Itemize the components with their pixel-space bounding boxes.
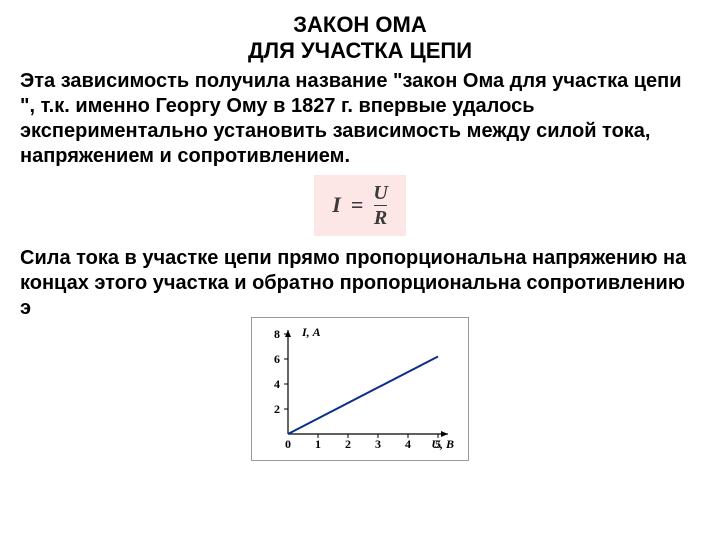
formula-container: I = U R — [20, 175, 700, 236]
formula-fraction: U R — [373, 183, 387, 228]
xtick-0: 0 — [285, 437, 291, 451]
ytick-2: 2 — [274, 402, 280, 416]
definition-text: Сила тока в участке цепи прямо пропорцио… — [20, 247, 686, 319]
title-line-2: ДЛЯ УЧАСТКА ЦЕПИ — [20, 38, 700, 64]
formula-lhs: I — [332, 192, 341, 218]
xtick-3: 3 — [375, 437, 381, 451]
formula-eq: = — [351, 192, 364, 218]
formula-denominator: R — [374, 205, 387, 228]
y-ticks — [284, 334, 288, 409]
iv-chart: 0 1 2 3 4 5 2 4 6 8 I, А U, В — [258, 324, 458, 454]
y-axis-label-svg: I, А — [301, 325, 321, 339]
ytick-6: 6 — [274, 352, 280, 366]
xtick-4: 4 — [405, 437, 411, 451]
definition-paragraph: Сила тока в участке цепи прямо пропорцио… — [20, 246, 700, 321]
chart-frame: 0 1 2 3 4 5 2 4 6 8 I, А U, В — [251, 317, 469, 461]
ytick-4: 4 — [274, 377, 280, 391]
x-tick-labels: 0 1 2 3 4 5 — [285, 437, 441, 451]
chart-container: 0 1 2 3 4 5 2 4 6 8 I, А U, В — [20, 317, 700, 461]
y-tick-labels: 2 4 6 8 — [274, 327, 280, 416]
title-line-1: ЗАКОН ОМА — [20, 12, 700, 38]
xtick-2: 2 — [345, 437, 351, 451]
formula-numerator: U — [373, 183, 387, 205]
data-line — [288, 356, 438, 434]
ytick-8: 8 — [274, 327, 280, 341]
x-axis-label: U, В — [431, 437, 454, 451]
xtick-1: 1 — [315, 437, 321, 451]
ohms-law-formula: I = U R — [314, 175, 406, 236]
intro-paragraph: Эта зависимость получила название "закон… — [20, 69, 700, 169]
